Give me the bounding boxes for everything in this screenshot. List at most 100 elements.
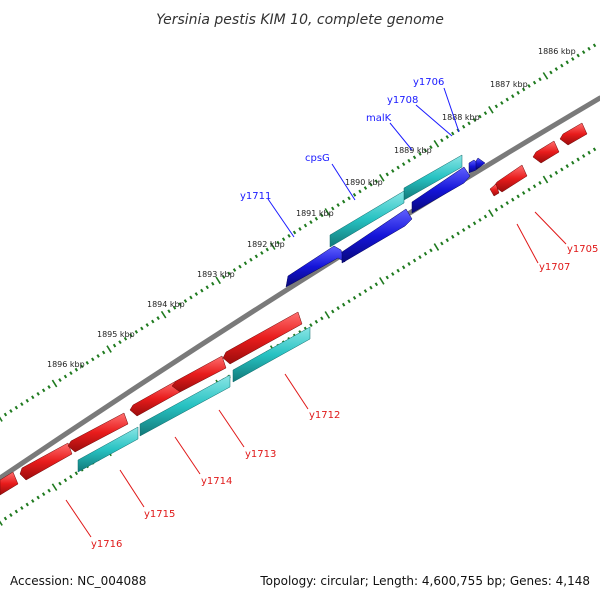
gene-cpsG[interactable] (341, 208, 413, 264)
minor-tick (554, 67, 559, 71)
minor-tick (581, 154, 586, 158)
minor-tick (461, 228, 466, 232)
minor-tick (363, 289, 368, 293)
minor-tick (407, 261, 411, 266)
minor-tick (407, 158, 411, 163)
minor-tick (58, 481, 62, 486)
forward-genes (285, 157, 486, 288)
minor-tick (74, 471, 79, 476)
major-tick (379, 277, 385, 285)
label-y1711[interactable]: y1711 (240, 191, 271, 202)
minor-tick (74, 367, 79, 372)
minor-tick (194, 292, 199, 296)
minor-tick (145, 323, 149, 327)
gene-y1715[interactable] (19, 442, 73, 481)
minor-tick (118, 340, 122, 345)
minor-tick (91, 357, 95, 362)
minor-tick (63, 478, 68, 483)
label-y1715[interactable]: y1715 (144, 509, 175, 520)
minor-tick (172, 305, 177, 310)
minor-tick (69, 371, 73, 376)
minor-tick (565, 60, 569, 65)
minor-tick (505, 201, 509, 205)
minor-tick (167, 309, 171, 314)
minor-tick (85, 360, 89, 365)
gene-y1711[interactable] (285, 245, 346, 288)
minor-tick (494, 207, 499, 212)
minor-tick (592, 147, 597, 152)
orf-block[interactable] (329, 190, 405, 248)
minor-tick (358, 189, 362, 194)
gene-y1713b[interactable] (171, 355, 227, 393)
scale-label-1896-kbp: 1896 kbp (47, 360, 85, 369)
gene-y1712[interactable] (222, 311, 303, 365)
gene-y1707[interactable] (493, 164, 528, 193)
orf-block[interactable] (232, 326, 311, 383)
minor-tick (41, 388, 46, 393)
minor-tick (31, 395, 35, 400)
minor-tick (101, 350, 106, 355)
minor-tick (538, 77, 542, 82)
label-y1706[interactable]: y1706 (413, 77, 444, 88)
minor-tick (211, 281, 215, 286)
minor-tick (341, 199, 346, 204)
minor-tick (560, 167, 564, 172)
minor-tick (461, 124, 466, 129)
minor-tick (549, 70, 553, 75)
minor-tick (112, 343, 117, 348)
label-y1712[interactable]: y1712 (309, 410, 340, 421)
orf-block[interactable] (77, 426, 139, 473)
gene-malK[interactable] (411, 166, 471, 214)
label-y1707[interactable]: y1707 (539, 262, 570, 273)
major-tick (51, 483, 58, 491)
minor-tick (516, 90, 520, 95)
minor-tick (156, 316, 160, 321)
major-tick (0, 416, 3, 422)
minor-tick (276, 240, 280, 245)
major-tick (488, 209, 494, 218)
leader-cpsG (331, 163, 356, 201)
scale-label-1890-kbp: 1890 kbp (345, 178, 383, 187)
gene-y1706[interactable] (475, 157, 486, 170)
minor-tick (347, 299, 351, 304)
gene-y1714[interactable] (67, 412, 129, 453)
minor-tick (592, 43, 597, 48)
gene-y1713[interactable] (129, 380, 181, 417)
genome-backbone (0, 95, 600, 481)
minor-tick (571, 57, 575, 61)
major-tick (215, 276, 221, 285)
minor-tick (254, 254, 259, 259)
minor-tick (516, 194, 520, 199)
minor-tick (69, 474, 73, 479)
gene-y1705[interactable] (532, 140, 560, 164)
minor-tick (532, 184, 537, 189)
minor-tick (581, 50, 586, 55)
minor-tick (500, 101, 504, 105)
minor-tick (151, 319, 155, 324)
minor-tick (3, 516, 8, 521)
minor-tick (396, 268, 400, 273)
minor-tick (31, 499, 35, 503)
orf-block[interactable] (139, 374, 231, 437)
scale-label-1894-kbp: 1894 kbp (147, 300, 185, 309)
label-malK[interactable]: malK (366, 113, 392, 124)
scale-label-1892-kbp: 1892 kbp (247, 240, 285, 249)
minor-tick (467, 224, 471, 229)
leader-y1711 (267, 198, 295, 238)
gene-y1707b[interactable] (489, 183, 500, 197)
label-y1705[interactable]: y1705 (567, 244, 598, 255)
label-cpsG[interactable]: cpsG (305, 153, 330, 164)
major-tick (488, 105, 494, 114)
minor-tick (336, 306, 340, 311)
label-y1708[interactable]: y1708 (387, 95, 418, 106)
gene-y1716[interactable] (0, 471, 19, 496)
label-y1716[interactable]: y1716 (91, 539, 122, 550)
gene-y1704[interactable] (559, 122, 588, 146)
minor-tick (451, 131, 455, 136)
label-y1714[interactable]: y1714 (201, 476, 232, 487)
label-y1713[interactable]: y1713 (245, 449, 276, 460)
minor-tick (391, 169, 395, 173)
major-tick (324, 208, 331, 216)
minor-tick (47, 385, 51, 389)
map-title: Yersinia pestis KIM 10, complete genome (156, 12, 444, 28)
